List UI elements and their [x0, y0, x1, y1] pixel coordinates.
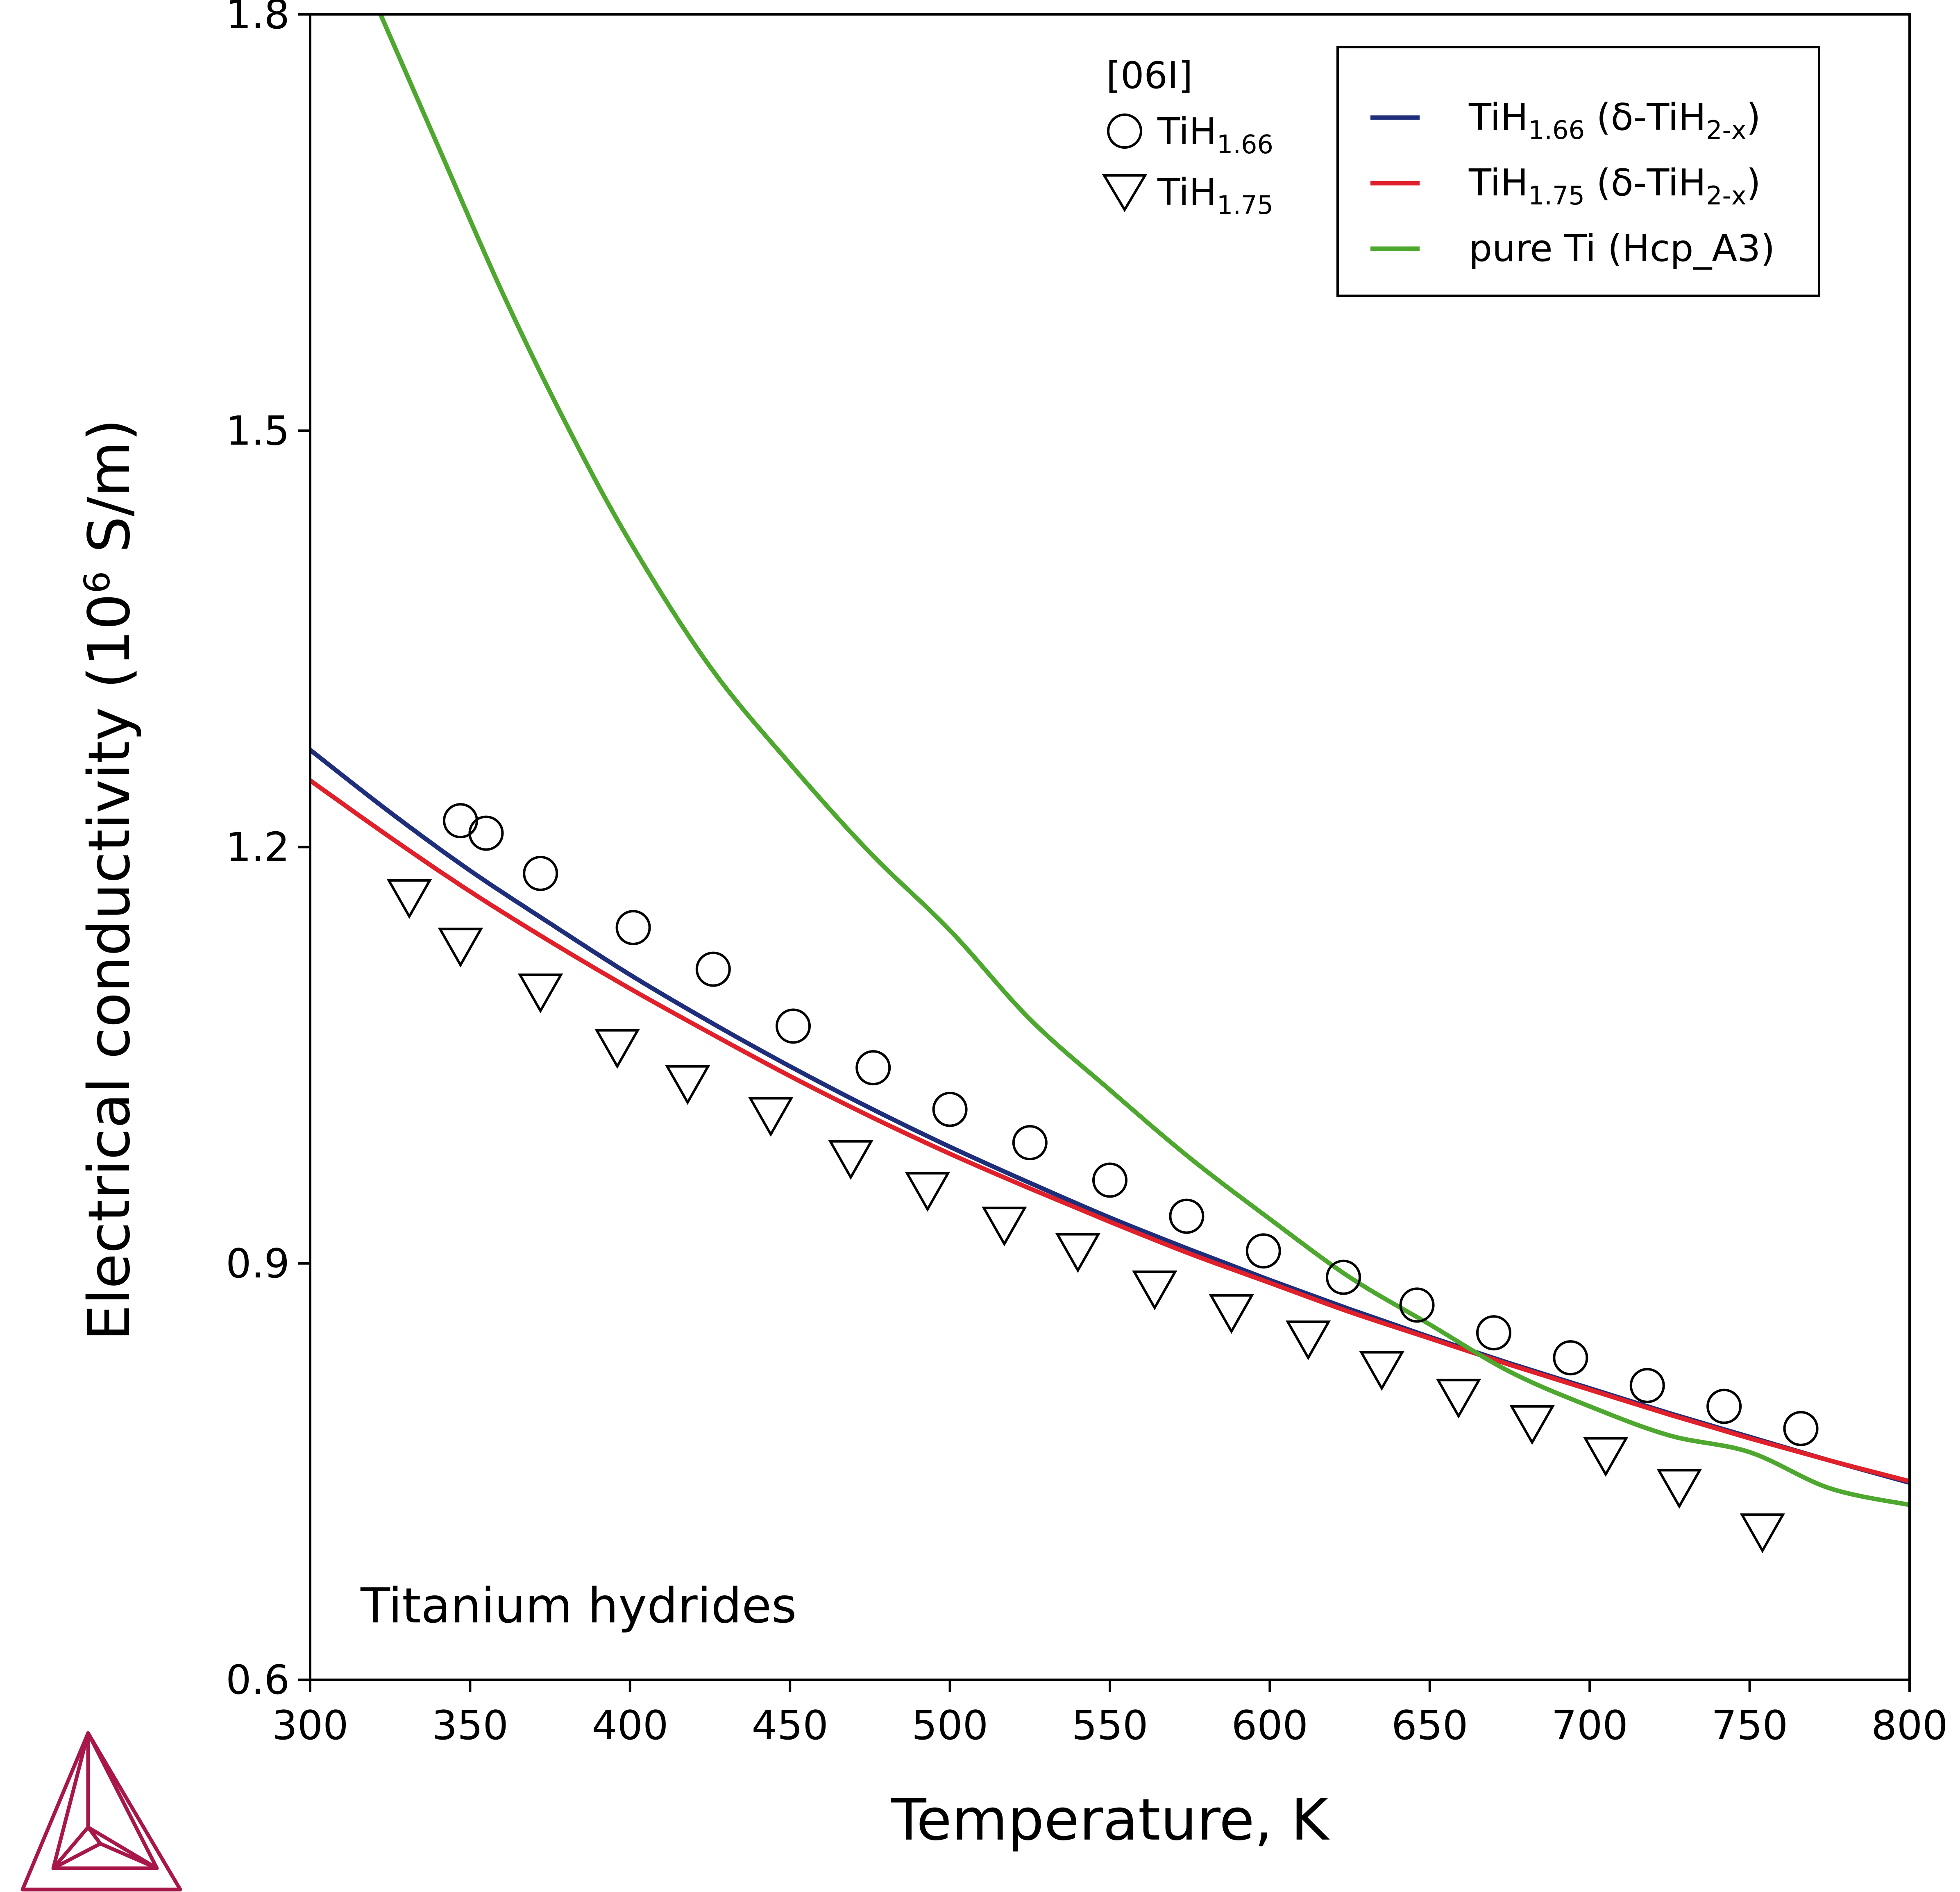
data-point-circle	[1092, 1162, 1127, 1198]
data-point-triangle	[1509, 1405, 1555, 1445]
data-point-triangle	[1209, 1294, 1254, 1334]
x-tick-label: 650	[1391, 1702, 1468, 1749]
data-point-triangle	[386, 879, 432, 919]
text-part: TiH	[1468, 96, 1528, 139]
text-part: TiH	[1468, 161, 1528, 204]
legend-box	[1336, 46, 1820, 297]
data-point-triangle	[1285, 1320, 1331, 1361]
text-part: TiH	[1157, 110, 1217, 153]
data-point-triangle	[1055, 1233, 1101, 1273]
data-point-triangle	[1583, 1437, 1629, 1477]
data-point-triangle	[1740, 1513, 1785, 1554]
x-tick-label: 500	[912, 1702, 988, 1749]
text-part: )	[1747, 96, 1761, 139]
data-point-circle	[1245, 1233, 1281, 1269]
y-axis-title: Electrical conductivity (106 S/m)	[76, 419, 143, 1341]
x-tick-label: 450	[752, 1702, 828, 1749]
data-point-circle	[523, 855, 558, 891]
y-axis-title-main: Electrical conductivity (10	[76, 593, 143, 1341]
data-point-circle	[855, 1050, 891, 1086]
data-point-triangle	[828, 1140, 873, 1180]
data-point-triangle	[748, 1097, 794, 1137]
data-point-circle	[468, 815, 504, 851]
legend-label: TiH1.66 (δ-TiH2-x)	[1468, 96, 1761, 145]
data-point-triangle	[665, 1065, 710, 1105]
y-axis-title-unit: S/m)	[76, 419, 143, 571]
x-tick-label: 350	[432, 1702, 508, 1749]
data-point-circle	[442, 803, 478, 839]
data-point-triangle	[1359, 1351, 1404, 1391]
data-point-circle	[1169, 1198, 1205, 1234]
data-point-circle	[1629, 1368, 1665, 1403]
series-line-2	[378, 14, 1910, 1507]
series-line-1	[310, 778, 1910, 1484]
subscript-text: 1.75	[1528, 181, 1585, 211]
text-part: TiH	[1157, 171, 1217, 214]
experimental-reference: [06I]	[1106, 54, 1193, 97]
data-point-circle	[1783, 1411, 1819, 1446]
text-part: (δ-TiH	[1585, 161, 1706, 204]
subscript-text: 2-x	[1706, 115, 1747, 145]
series-layer	[310, 14, 1910, 1507]
x-tick-label: 750	[1711, 1702, 1788, 1749]
axis-layer: 300 350 400 450 500 550 600 650 700 750 800 0.6 0.9 1…	[226, 0, 1948, 1749]
data-point-circle	[615, 910, 651, 945]
experimental-label: TiH1.75	[1157, 171, 1273, 220]
data-point-triangle	[1436, 1379, 1481, 1419]
x-tick-label: 600	[1232, 1702, 1308, 1749]
data-point-triangle	[905, 1172, 951, 1212]
legend-marker-circle	[1107, 113, 1142, 149]
legend-marker-triangle	[1102, 174, 1148, 212]
legend-label: pure Ti (Hcp_A3)	[1469, 227, 1775, 270]
y-tick-label: 1.8	[226, 0, 290, 38]
thermo-calc-logo-icon	[20, 1731, 182, 1892]
y-tick-label: 0.6	[226, 1657, 290, 1704]
data-point-circle	[695, 951, 731, 987]
x-tick-label: 800	[1871, 1702, 1948, 1749]
chart-annotation: Titanium hydrides	[360, 1577, 796, 1634]
data-point-triangle	[438, 928, 483, 968]
data-point-circle	[1399, 1287, 1435, 1323]
y-axis-title-superscript: 6	[77, 571, 118, 594]
experimental-label: TiH1.66	[1157, 110, 1273, 159]
y-tick-label: 1.5	[226, 408, 290, 454]
subscript-text: 1.66	[1217, 129, 1273, 159]
data-point-triangle	[594, 1029, 640, 1069]
legend: TiH1.66 (δ-TiH2-x)TiH1.75 (δ-TiH2-x)pure…	[1336, 46, 1820, 297]
subscript-text: 2-x	[1706, 181, 1747, 211]
data-point-triangle	[1132, 1270, 1177, 1311]
text-part: pure Ti (Hcp_A3)	[1469, 227, 1775, 270]
x-tick-label: 550	[1071, 1702, 1148, 1749]
marker-layer	[386, 803, 1819, 1554]
legend-label: TiH1.75 (δ-TiH2-x)	[1468, 161, 1761, 211]
x-tick-label: 700	[1552, 1702, 1628, 1749]
text-part: (δ-TiH	[1585, 96, 1706, 139]
text-part: )	[1747, 161, 1761, 204]
subscript-text: 1.66	[1528, 115, 1585, 145]
x-tick-label: 300	[272, 1702, 348, 1749]
y-tick-label: 1.2	[226, 824, 290, 871]
x-axis-title: Temperature, K	[891, 1787, 1330, 1853]
data-point-circle	[932, 1091, 968, 1127]
data-point-circle	[1012, 1125, 1048, 1161]
data-point-circle	[1325, 1259, 1361, 1295]
data-point-circle	[1476, 1315, 1511, 1351]
subscript-text: 1.75	[1217, 190, 1273, 220]
y-tick-label: 0.9	[226, 1241, 290, 1287]
x-tick-label: 400	[592, 1702, 668, 1749]
data-point-circle	[1706, 1388, 1742, 1424]
data-point-triangle	[1656, 1469, 1702, 1509]
data-point-triangle	[518, 973, 563, 1014]
data-point-circle	[776, 1008, 811, 1044]
data-point-triangle	[982, 1207, 1027, 1247]
data-point-circle	[1553, 1340, 1588, 1376]
